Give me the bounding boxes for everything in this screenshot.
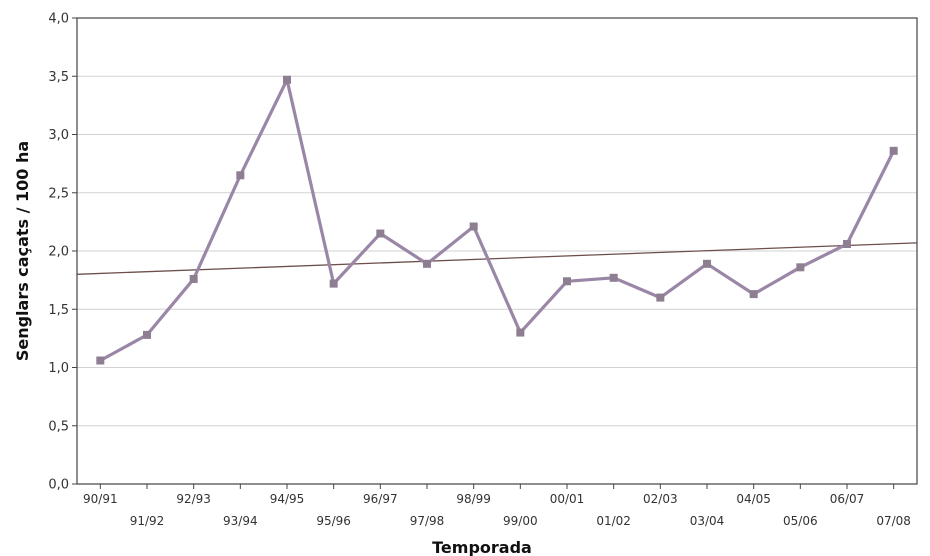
- data-point: [516, 328, 525, 337]
- data-point: [469, 222, 478, 231]
- x-tick-label: 93/94: [223, 514, 258, 528]
- y-axis-ticks: 0,0 0,5 1,0 1,5 2,0 2,5 3,0 3,5 4,0: [48, 12, 77, 493]
- data-point: [703, 259, 711, 268]
- data-point: [563, 277, 571, 286]
- y-axis-title: Senglars caçats / 100 ha: [13, 141, 32, 361]
- x-tick-label: 02/03: [643, 492, 678, 506]
- x-tick-label: 97/98: [410, 514, 445, 528]
- data-point: [889, 146, 898, 155]
- x-tick-label: 99/00: [503, 514, 538, 528]
- data-point: [609, 273, 618, 282]
- x-tick-label: 06/07: [830, 492, 865, 506]
- y-tick-label: 0,0: [48, 478, 69, 493]
- x-tick-label: 01/02: [596, 514, 631, 528]
- x-tick-label: 05/06: [783, 514, 818, 528]
- data-point: [283, 75, 291, 84]
- y-tick-label: 1,5: [48, 303, 69, 318]
- data-point: [329, 279, 338, 288]
- data-point: [749, 290, 758, 299]
- series-line: [99, 78, 896, 362]
- trend-line: [76, 242, 918, 275]
- data-point: [656, 293, 665, 302]
- data-point: [423, 259, 431, 268]
- x-tick-label: 95/96: [316, 514, 351, 528]
- x-tick-label: 91/92: [130, 514, 165, 528]
- x-tick-label: 92/93: [176, 492, 211, 506]
- data-series: [96, 75, 898, 365]
- data-point: [796, 263, 805, 272]
- data-point: [236, 171, 245, 180]
- x-tick-label: 03/04: [690, 514, 725, 528]
- y-tick-label: 3,5: [48, 70, 69, 85]
- x-tick-label: 94/95: [270, 492, 305, 506]
- data-point: [189, 274, 198, 283]
- x-tick-label: 04/05: [736, 492, 771, 506]
- y-tick-label: 2,5: [48, 186, 69, 201]
- y-tick-label: 3,0: [48, 128, 69, 143]
- data-point: [143, 330, 151, 339]
- gridlines: [77, 75, 917, 427]
- x-tick-label: 07/08: [876, 514, 911, 528]
- y-tick-label: 4,0: [48, 12, 69, 27]
- data-point: [843, 240, 851, 249]
- x-tick-label: 00/01: [550, 492, 585, 506]
- x-tick-label: 90/91: [83, 492, 118, 506]
- x-tick-label: 96/97: [363, 492, 398, 506]
- y-tick-label: 0,5: [48, 419, 69, 434]
- x-tick-label: 98/99: [456, 492, 491, 506]
- x-axis-title: Temporada: [432, 538, 532, 556]
- x-axis-ticks: 90/91 91/92 92/93 93/94 94/95 95/96 96/97 97/98…: [83, 484, 911, 528]
- data-point: [96, 356, 105, 365]
- data-point: [376, 229, 385, 238]
- y-tick-label: 2,0: [48, 245, 69, 260]
- y-tick-label: 1,0: [48, 361, 69, 376]
